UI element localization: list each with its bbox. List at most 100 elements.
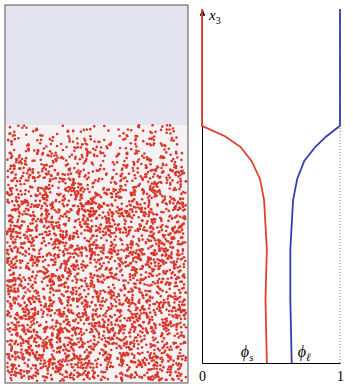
- particle: [184, 192, 187, 195]
- particle: [169, 346, 172, 349]
- particle: [36, 351, 39, 354]
- particle: [160, 226, 163, 229]
- particle: [73, 187, 76, 190]
- particle: [78, 333, 81, 336]
- particle: [96, 155, 99, 158]
- particle: [42, 152, 45, 155]
- particle: [60, 299, 63, 302]
- particle: [156, 371, 159, 374]
- particle: [15, 326, 18, 329]
- particle: [136, 340, 139, 343]
- particle: [30, 242, 33, 245]
- particle: [48, 221, 51, 224]
- particle: [27, 313, 30, 316]
- particle: [104, 315, 107, 318]
- particle: [20, 246, 23, 249]
- particle: [28, 290, 31, 293]
- particle: [164, 255, 167, 258]
- particle: [115, 342, 118, 345]
- particle: [67, 354, 70, 357]
- particle: [113, 246, 116, 249]
- particle: [114, 323, 117, 326]
- particle: [120, 179, 123, 182]
- particle: [182, 205, 185, 208]
- particle: [98, 194, 101, 197]
- particle: [76, 273, 79, 276]
- particle: [42, 260, 45, 263]
- particle: [151, 316, 154, 319]
- particle: [122, 279, 125, 282]
- particle: [52, 367, 55, 370]
- particle: [75, 196, 78, 199]
- particle: [103, 125, 106, 128]
- particle: [42, 256, 45, 259]
- particle: [173, 301, 176, 304]
- particle: [7, 293, 10, 296]
- particle: [63, 205, 66, 208]
- particle: [184, 291, 187, 294]
- particle: [83, 322, 86, 325]
- particle: [153, 349, 156, 352]
- particle: [138, 324, 141, 327]
- particle: [163, 144, 166, 147]
- particle: [31, 219, 34, 222]
- particle: [23, 220, 26, 223]
- particle: [69, 376, 72, 379]
- particle: [168, 187, 171, 190]
- particle: [94, 253, 97, 256]
- particle: [109, 366, 112, 369]
- particle: [102, 289, 105, 292]
- particle: [108, 188, 111, 191]
- particle: [128, 290, 131, 293]
- particle: [142, 297, 145, 300]
- particle: [146, 142, 149, 145]
- particle: [104, 345, 107, 348]
- particle: [166, 249, 169, 252]
- particle: [12, 236, 15, 239]
- particle: [171, 310, 174, 313]
- particle: [16, 312, 19, 315]
- particle: [179, 177, 182, 180]
- particle: [51, 353, 54, 356]
- particle: [52, 289, 55, 292]
- particle: [156, 285, 159, 288]
- particle: [139, 335, 142, 338]
- particle: [132, 260, 135, 263]
- particle: [148, 203, 151, 206]
- particle: [39, 367, 42, 370]
- particle: [52, 294, 55, 297]
- particle: [60, 156, 63, 159]
- particle: [90, 138, 93, 141]
- particle: [125, 228, 128, 231]
- particle: [123, 249, 126, 252]
- particle: [53, 232, 56, 235]
- particle: [156, 364, 159, 367]
- particle: [79, 337, 82, 340]
- particle: [71, 287, 74, 290]
- particle: [16, 251, 19, 254]
- particle: [52, 225, 55, 228]
- particle: [81, 302, 84, 305]
- particle: [167, 329, 170, 332]
- particle: [43, 237, 46, 240]
- particle: [76, 137, 79, 140]
- particle: [32, 218, 35, 221]
- particle: [44, 259, 47, 262]
- particle: [161, 278, 164, 281]
- particle: [96, 315, 99, 318]
- particle: [142, 321, 145, 324]
- particle: [10, 140, 13, 143]
- particle: [153, 309, 156, 312]
- particle: [176, 143, 179, 146]
- particle: [11, 200, 14, 203]
- particle: [175, 328, 178, 331]
- particle: [157, 244, 160, 247]
- particle: [61, 373, 64, 376]
- particle: [75, 355, 78, 358]
- particle: [156, 213, 159, 216]
- particle: [50, 374, 53, 377]
- particle: [134, 177, 137, 180]
- particle: [153, 367, 156, 370]
- particle: [81, 312, 84, 315]
- particle: [48, 230, 51, 233]
